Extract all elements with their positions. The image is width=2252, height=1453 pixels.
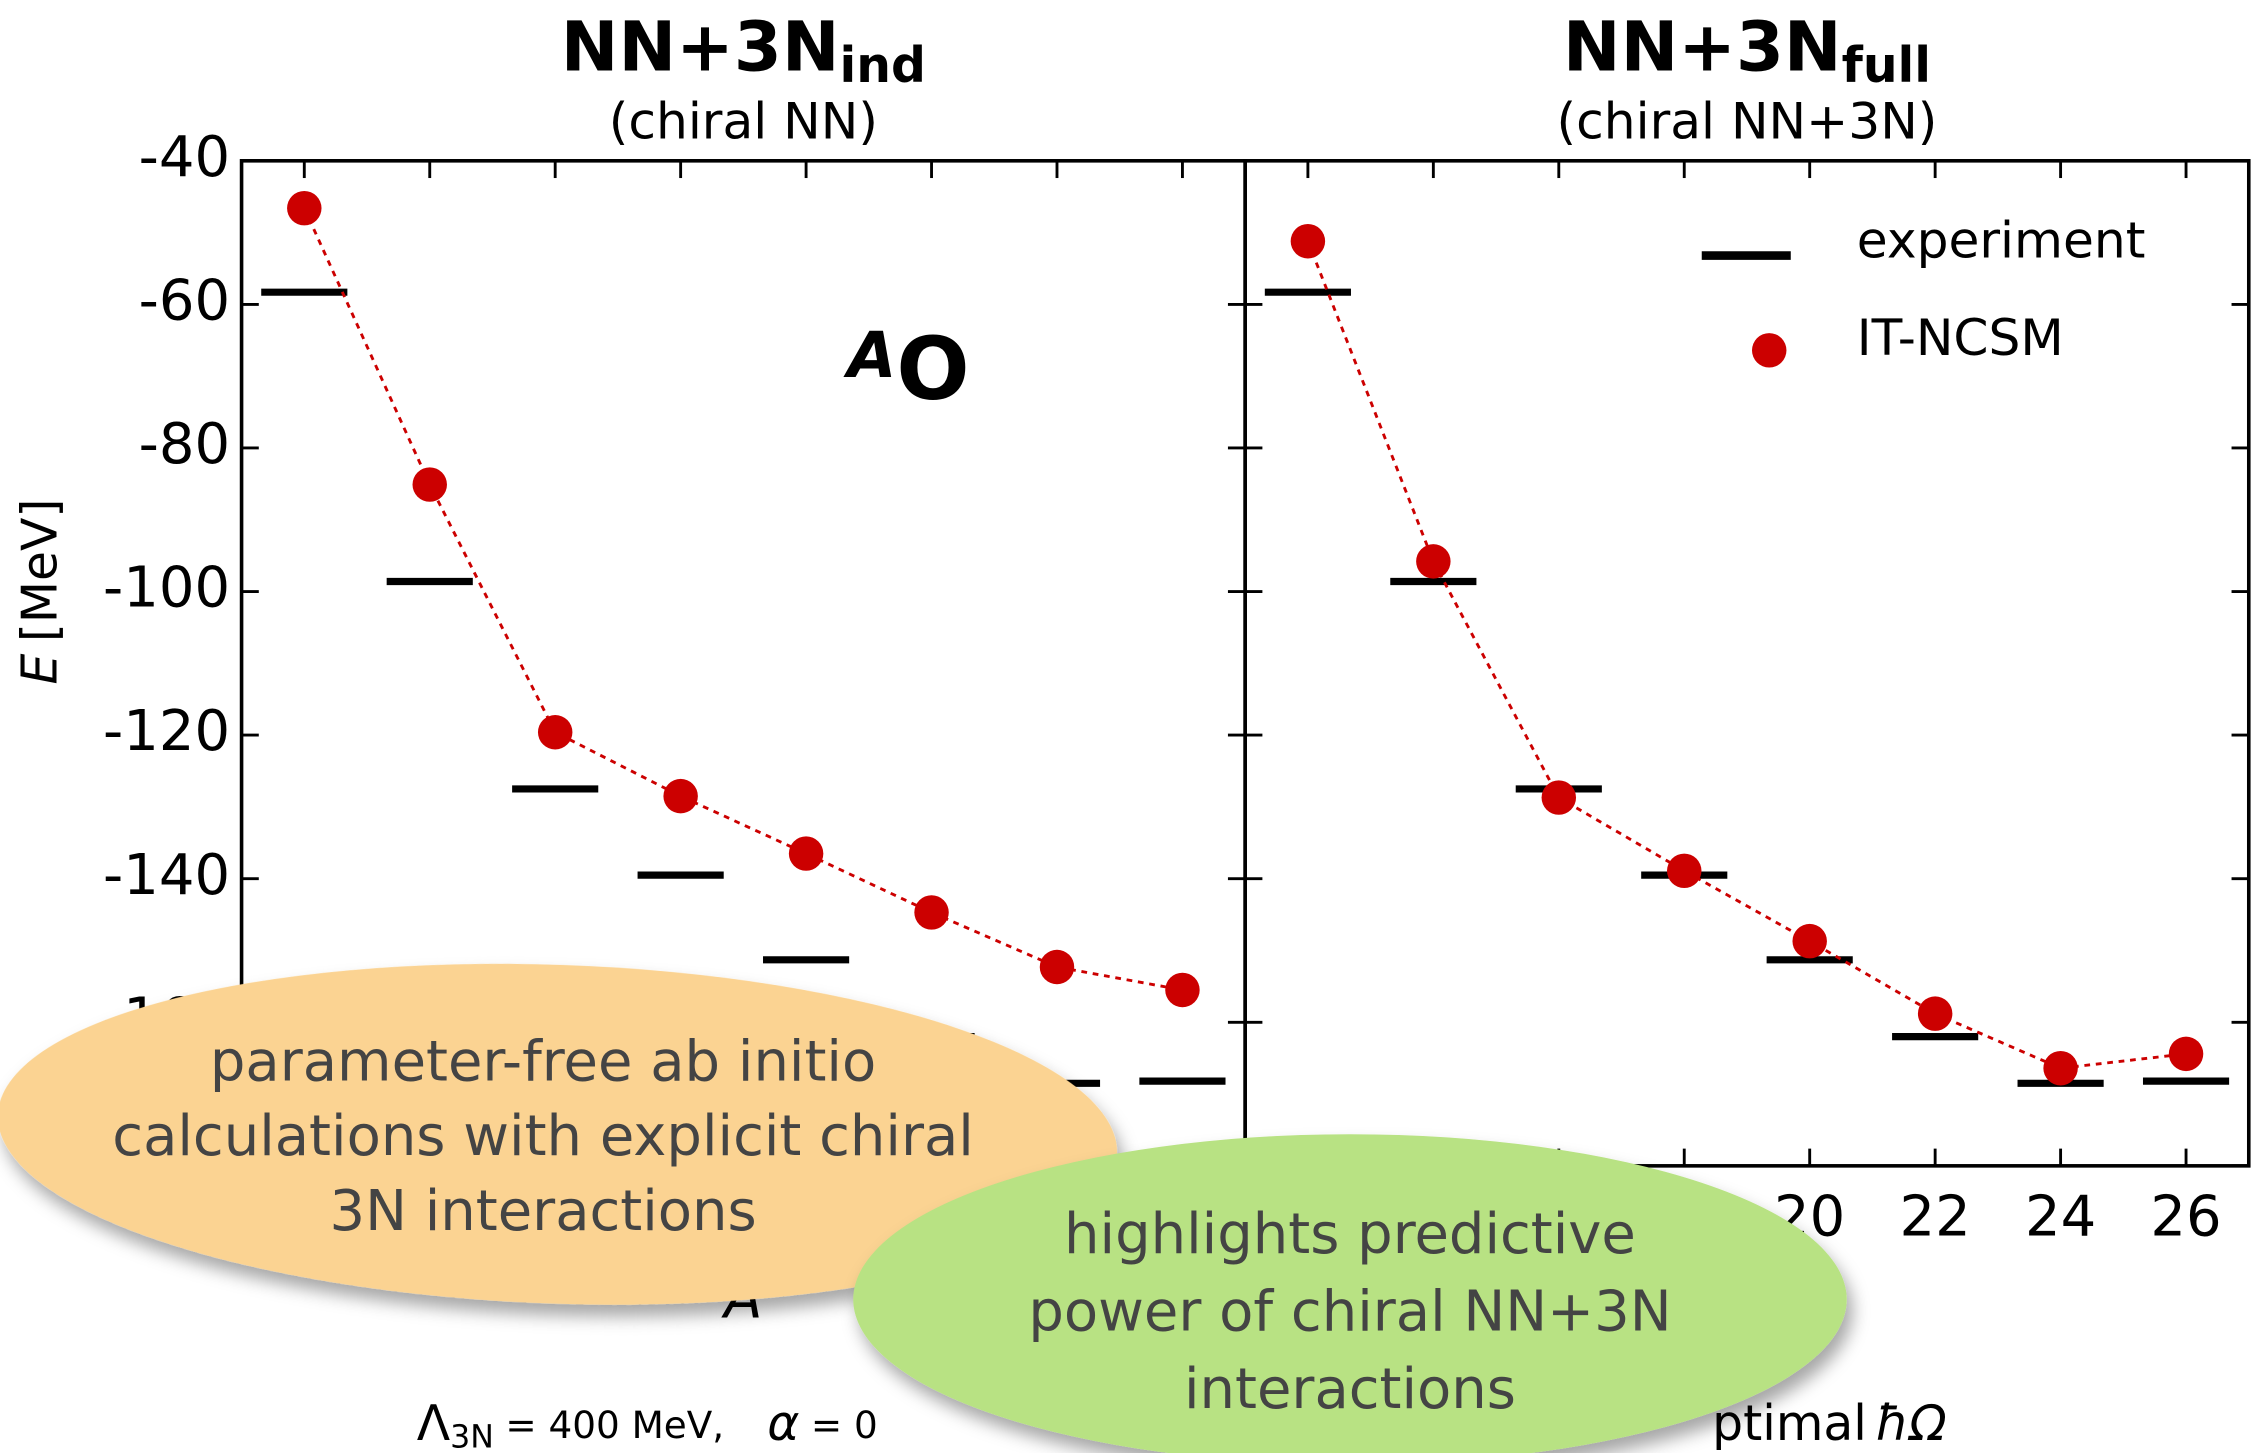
data-point [537,715,573,750]
y-tick-label: -80 [139,412,230,477]
y-label-var: E [11,653,68,684]
x-tick-label: 22 [1900,1185,1971,1250]
footer: Λ3N = 400 MeV, α = 0 [417,1395,878,1453]
y-tick-label: -120 [103,699,230,764]
footer-lambda-sub: 3N [450,1420,494,1453]
data-point [663,778,698,814]
annotation-main: O [896,321,969,421]
note-text: interactions [1184,1357,1516,1422]
data-point [1917,996,1953,1031]
note-text: 3N interactions [329,1179,756,1244]
connector-line [1306,240,2187,1070]
annotation-sup: A [842,318,896,392]
title-sub: ind [840,37,926,94]
note-text: parameter-free ab initio [210,1029,876,1094]
x-tick-label: 26 [2150,1185,2221,1250]
note-text: calculations with explicit chiral [112,1104,974,1169]
y-tick-label: -60 [139,269,230,334]
data-point [1039,949,1075,985]
data-point [788,836,824,871]
title-main: NN+3N [1563,8,1842,88]
chart-title: NN+3Nfull [1563,8,1931,94]
data-point [1165,972,1200,1008]
footer-tail: ptimal [1712,1395,1867,1452]
footer-text: = 400 MeV, [505,1403,724,1447]
note-text: highlights predictive [1064,1202,1636,1267]
legend-label: IT-NCSM [1857,308,2064,367]
data-point [1667,853,1702,889]
connector-line [302,207,1183,992]
note-bubble [0,963,1118,1305]
data-point [1792,923,1827,959]
legend-label: experiment [1857,211,2146,270]
title-sub: full [1842,37,1931,94]
note: highlights predictive power of chiral NN… [853,1134,1847,1453]
y-tick-label: -140 [103,843,230,908]
footer-alpha: α [767,1395,799,1452]
data-point [1416,544,1451,579]
legend-marker [1751,333,1787,368]
footer-text: = 0 [811,1403,878,1447]
data-point [914,895,949,930]
data-point [287,190,322,226]
data-point [412,467,447,502]
note: parameter-free ab initio calculations wi… [0,963,1118,1305]
title-main: NN+3N [561,8,840,88]
chart-subtitle: (chiral NN) [609,91,878,150]
chart-subtitle: (chiral NN+3N) [1557,91,1938,150]
note-bubble [853,1134,1847,1453]
data-point [1541,780,1577,815]
chart-panel: NN+3Nfull(chiral NN+3N)1214161820222426e… [1243,8,2251,1250]
footer-hbar: ħΩ [1875,1395,1946,1452]
y-tick-label: -40 [139,125,230,190]
y-tick-label: -100 [103,556,230,621]
chart-title: NN+3Nind [561,8,926,94]
plot-frame [1243,159,2251,1168]
data-point [1290,223,1326,259]
note-text: power of chiral NN+3N [1028,1279,1671,1344]
x-tick-label: 24 [2025,1185,2096,1250]
y-label-unit: [MeV] [11,499,68,643]
data-point [2168,1036,2204,1072]
footer-lambda: Λ [417,1395,450,1452]
data-point [2043,1050,2078,1086]
y-axis-label: E [MeV] [11,499,68,685]
annotation: AO [842,318,969,421]
